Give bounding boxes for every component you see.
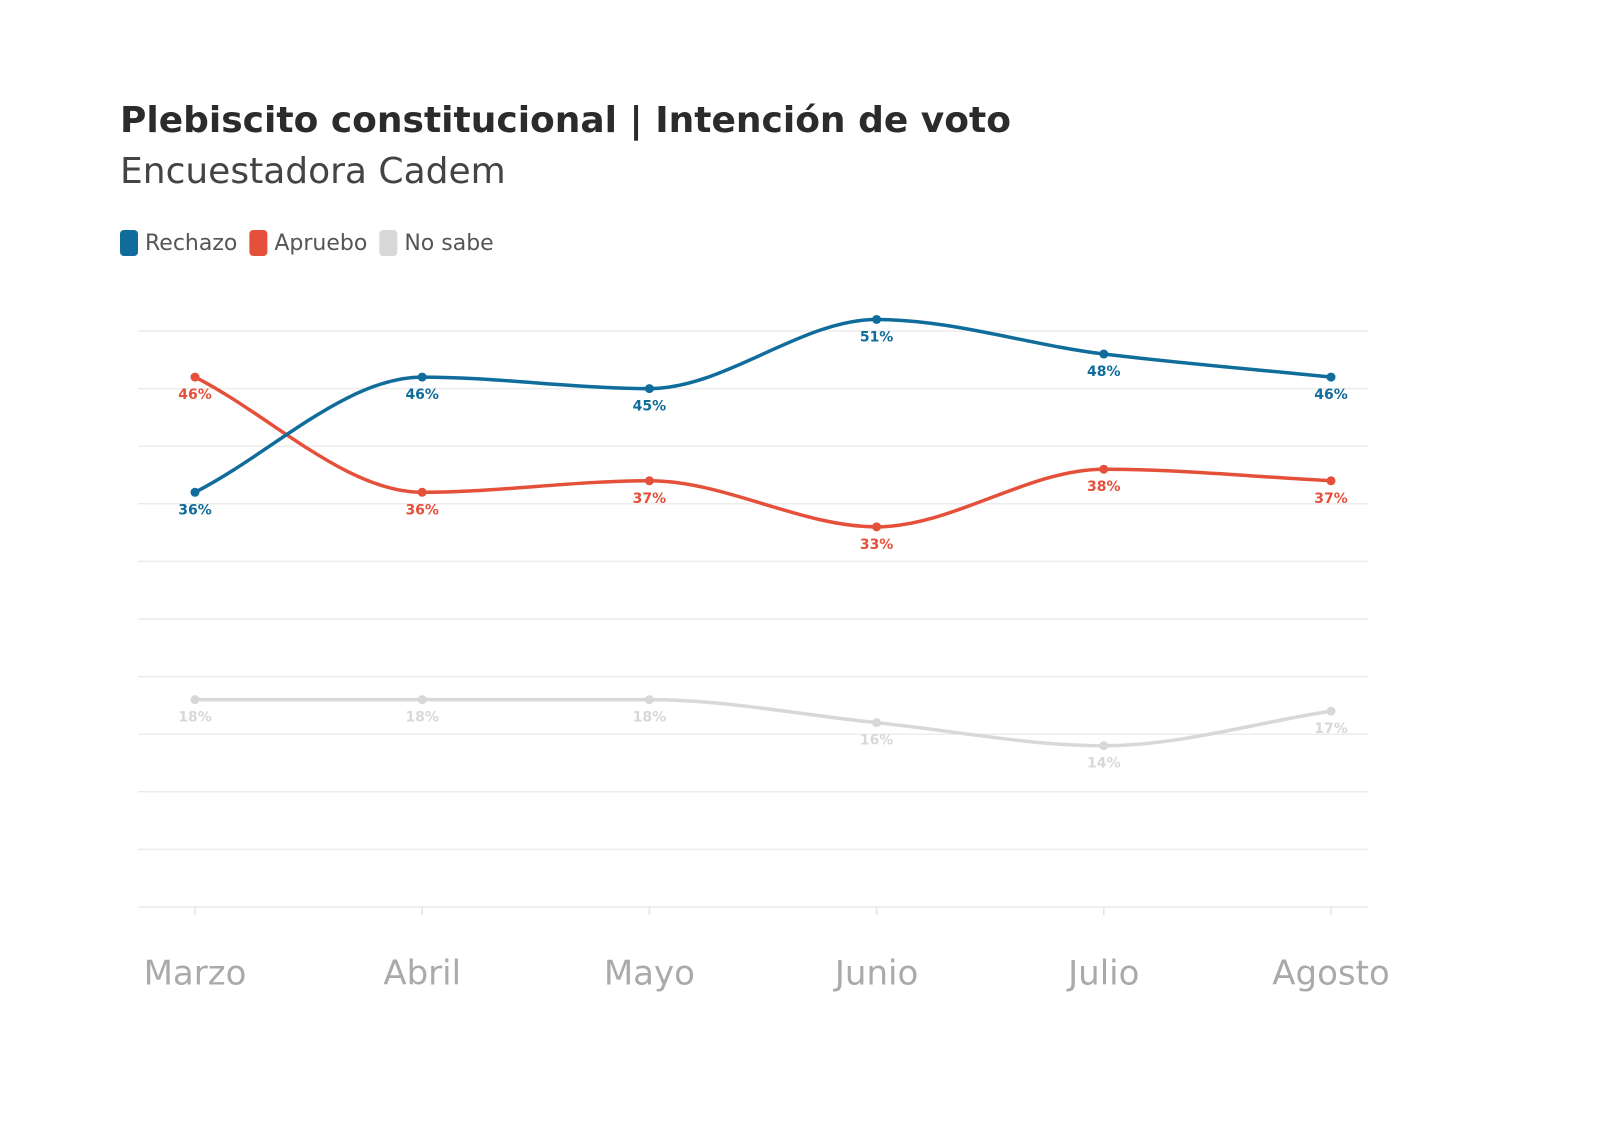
data-label: 48% [1087, 364, 1121, 380]
data-label: 18% [405, 710, 439, 726]
legend-label: Rechazo [145, 231, 237, 256]
data-label: 14% [1087, 756, 1121, 772]
legend-label: No sabe [404, 231, 493, 256]
series-line [194, 375, 1332, 529]
data-label: 33% [860, 537, 894, 553]
x-tick-label: Mayo [604, 954, 695, 994]
data-label: 38% [1087, 479, 1121, 495]
data-point [417, 487, 427, 497]
data-point [1099, 349, 1109, 359]
data-point [417, 695, 427, 705]
chart-subtitle: Encuestadora Cadem [120, 151, 506, 192]
data-label: 16% [860, 733, 894, 749]
x-tick-label: Junio [833, 954, 918, 994]
data-label: 17% [1314, 721, 1348, 737]
data-point [644, 476, 654, 486]
data-label: 45% [633, 399, 667, 415]
data-point [1326, 706, 1336, 716]
data-point [190, 695, 200, 705]
x-tick-label: Agosto [1272, 954, 1390, 994]
data-point [190, 487, 200, 497]
data-label: 36% [405, 502, 439, 518]
data-point [1099, 741, 1109, 751]
data-label: 37% [633, 491, 667, 507]
x-tick-label: Julio [1066, 954, 1139, 994]
data-point [872, 314, 882, 324]
series-line [194, 697, 1332, 748]
data-label: 46% [405, 387, 439, 403]
data-point [1326, 476, 1336, 486]
data-label: 46% [1314, 387, 1348, 403]
data-label: 51% [860, 329, 894, 345]
data-point [1099, 464, 1109, 474]
data-point [872, 718, 882, 728]
data-point [417, 372, 427, 382]
legend-label: Apruebo [274, 231, 367, 256]
legend-swatch [249, 230, 268, 256]
data-point [1326, 372, 1336, 382]
data-point [644, 384, 654, 394]
data-label: 18% [633, 710, 667, 726]
data-label: 36% [178, 502, 212, 518]
series-line [194, 317, 1332, 494]
data-point [190, 372, 200, 382]
x-tick-label: Marzo [144, 954, 247, 994]
legend-swatch [120, 230, 138, 256]
data-point [872, 522, 882, 532]
legend-swatch [379, 230, 398, 256]
chart-title: Plebiscito constitucional | Intención de… [120, 100, 1011, 141]
data-label: 37% [1314, 491, 1348, 507]
x-tick-label: Abril [383, 954, 461, 994]
data-label: 46% [178, 387, 212, 403]
data-point [644, 695, 654, 705]
data-label: 18% [178, 710, 212, 726]
